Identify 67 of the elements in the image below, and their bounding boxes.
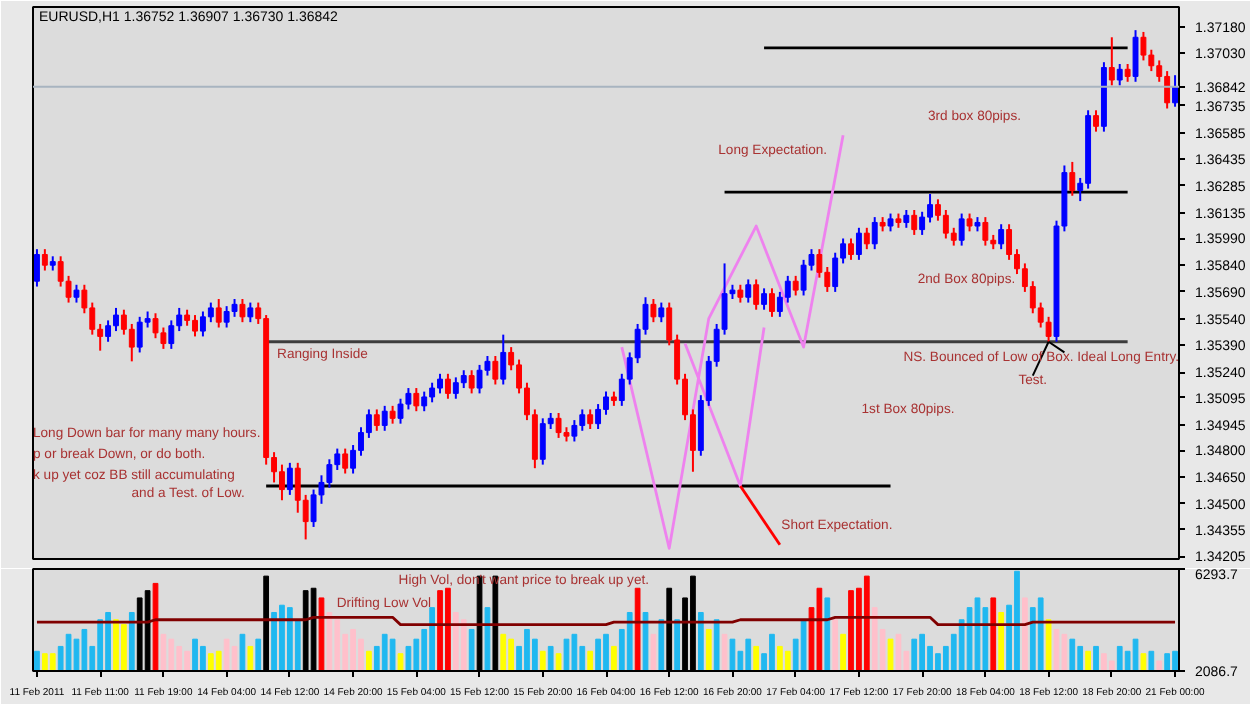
candlestick <box>199 310 206 338</box>
candlestick <box>832 251 839 293</box>
candlestick <box>927 192 933 224</box>
candlestick <box>958 212 965 247</box>
candlestick <box>1164 70 1171 110</box>
candlestick <box>1108 36 1115 87</box>
candlestick <box>342 447 349 475</box>
candlestick <box>1006 223 1013 261</box>
candlestick <box>34 248 40 288</box>
candlestick <box>1132 29 1139 83</box>
candlestick <box>650 298 657 324</box>
candlestick <box>215 298 222 329</box>
candlestick <box>1093 109 1099 133</box>
candlestick <box>373 408 380 432</box>
candlestick <box>294 461 301 514</box>
candlestick <box>452 376 459 400</box>
candlestick <box>168 319 175 350</box>
candlestick <box>128 322 135 363</box>
candlestick <box>492 355 499 386</box>
candlestick <box>192 314 198 338</box>
candlestick <box>326 458 333 489</box>
candlestick <box>595 403 602 431</box>
candlestick <box>911 208 918 236</box>
candlestick <box>587 408 594 431</box>
candlestick <box>113 306 119 333</box>
candlestick <box>279 463 285 502</box>
candlestick <box>444 372 451 400</box>
candlestick <box>247 301 254 324</box>
candlestick <box>745 278 752 304</box>
candlestick <box>603 390 609 416</box>
candlestick <box>468 369 475 395</box>
candlestick <box>919 210 926 236</box>
candlestick <box>286 461 293 496</box>
candlestick <box>942 208 949 240</box>
candlestick <box>1069 160 1076 197</box>
candlestick <box>998 223 1005 251</box>
candlestick <box>753 278 760 311</box>
candlestick <box>223 305 230 329</box>
candlestick <box>816 248 823 279</box>
candlestick <box>579 408 586 432</box>
candlestick <box>239 298 246 324</box>
candlestick <box>476 363 483 395</box>
candlestick <box>207 301 214 324</box>
candlestick <box>784 274 791 304</box>
candlestick <box>500 333 507 386</box>
candlestick <box>571 419 578 443</box>
candlestick <box>658 301 665 324</box>
candlestick <box>421 390 428 413</box>
candlestick <box>871 216 878 251</box>
candlestick <box>769 287 775 318</box>
candlestick <box>413 387 420 413</box>
candlestick <box>1172 74 1178 108</box>
candlestick <box>136 315 143 354</box>
candlestick <box>855 226 862 261</box>
candlestick <box>381 404 388 432</box>
candlestick <box>429 381 436 404</box>
candlestick <box>863 226 870 251</box>
candlestick <box>437 372 443 395</box>
candlestick <box>41 248 48 272</box>
candlestick <box>555 411 562 439</box>
candlestick <box>792 274 799 297</box>
candlestick <box>539 417 546 466</box>
candlestick <box>982 216 989 247</box>
candlestick <box>1116 62 1123 87</box>
candlestick <box>848 237 854 261</box>
candlestick <box>761 287 768 311</box>
candlestick <box>105 319 112 343</box>
